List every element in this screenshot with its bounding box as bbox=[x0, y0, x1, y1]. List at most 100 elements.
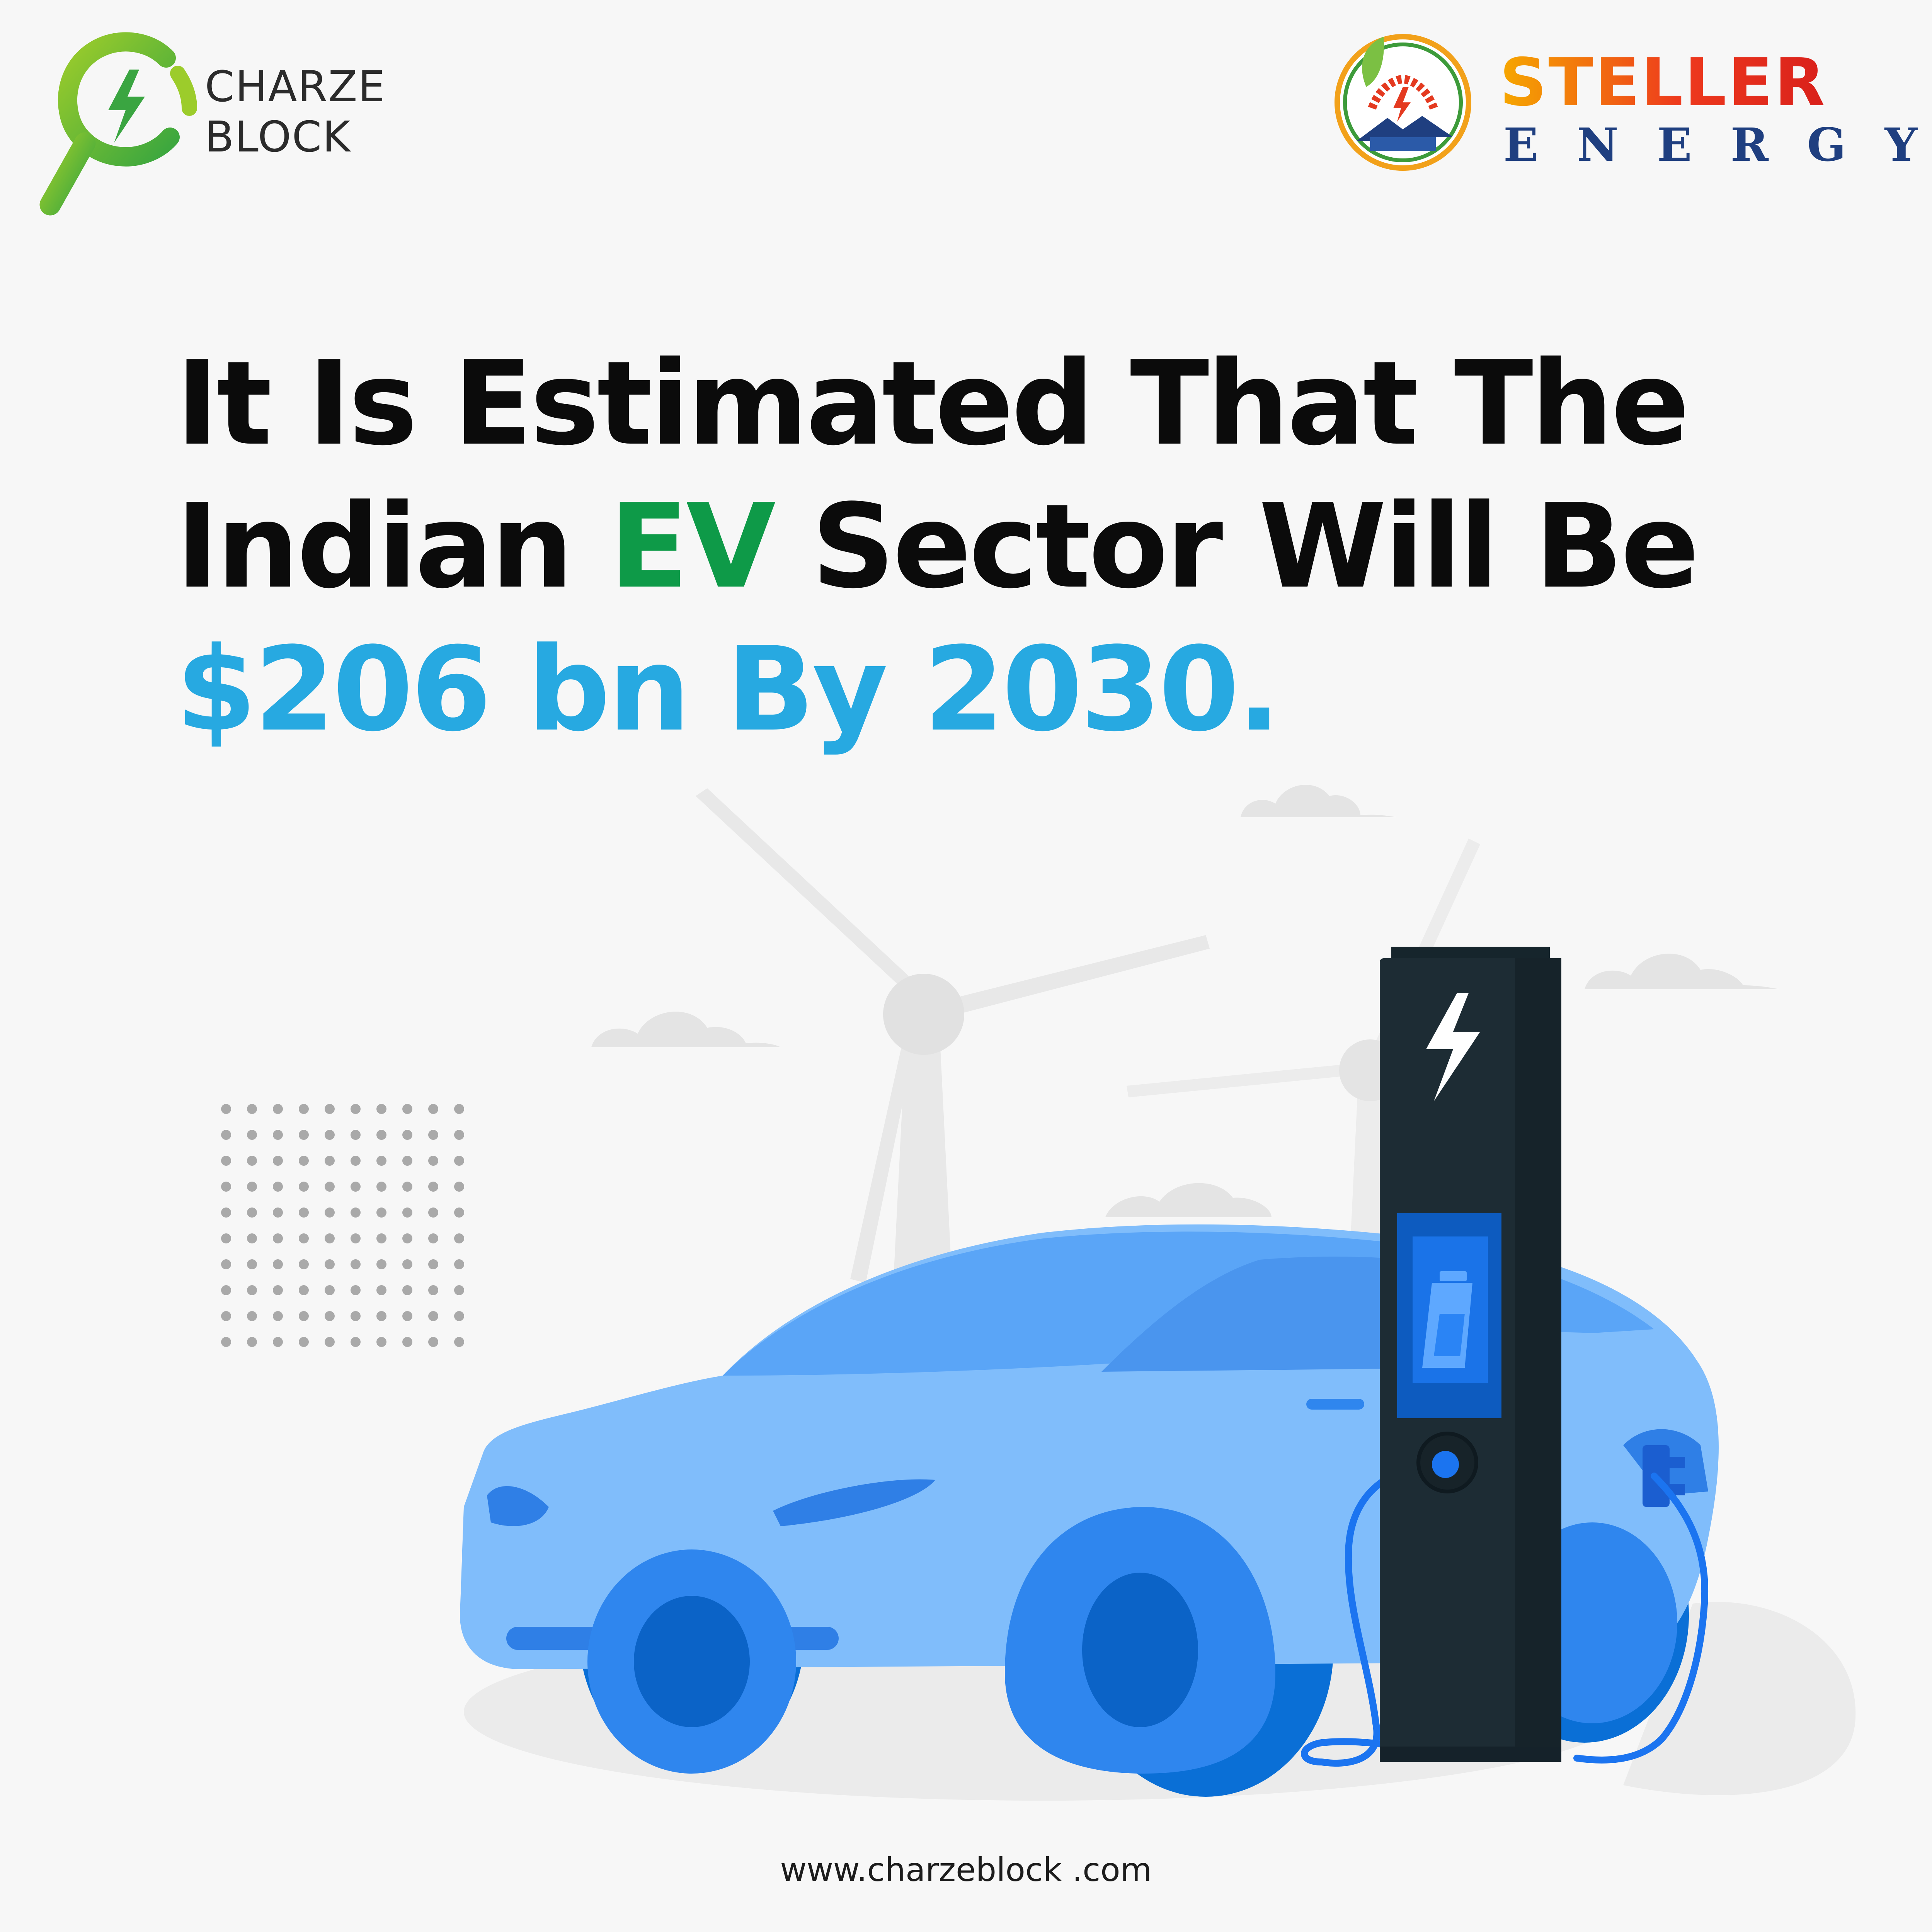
headline: It Is Estimated That The Indian EV Secto… bbox=[176, 332, 1760, 761]
grid-dot bbox=[402, 1311, 412, 1321]
grid-dot bbox=[351, 1156, 361, 1166]
grid-dot bbox=[273, 1104, 283, 1114]
cloud-icon bbox=[591, 1012, 781, 1047]
grid-dot bbox=[221, 1156, 231, 1166]
website-url[interactable]: www.charzeblock .com bbox=[780, 1851, 1152, 1889]
headline-value-line: $206 bn By 2030. bbox=[176, 622, 1281, 757]
grid-dot bbox=[325, 1130, 335, 1140]
grid-dot bbox=[273, 1337, 283, 1347]
grid-dot bbox=[454, 1156, 464, 1166]
grid-dot bbox=[325, 1311, 335, 1321]
grid-dot bbox=[247, 1233, 257, 1243]
brand-name-line-2: BLOCK bbox=[205, 112, 351, 162]
grid-dot bbox=[376, 1311, 386, 1321]
grid-dot bbox=[273, 1285, 283, 1295]
grid-dot bbox=[325, 1182, 335, 1192]
grid-dot bbox=[402, 1233, 412, 1243]
lightning-bolt-icon bbox=[1426, 993, 1480, 1101]
grid-dot bbox=[221, 1182, 231, 1192]
grid-dot bbox=[325, 1337, 335, 1347]
headline-line-1: It Is Estimated That The bbox=[176, 336, 1690, 471]
grid-dot bbox=[402, 1156, 412, 1166]
grid-dot bbox=[299, 1182, 309, 1192]
grid-dot bbox=[247, 1311, 257, 1321]
grid-dot bbox=[247, 1208, 257, 1218]
headline-line-2: Indian EV Sector Will Be bbox=[176, 475, 1760, 618]
grid-dot bbox=[247, 1337, 257, 1347]
grid-dot bbox=[247, 1156, 257, 1166]
grid-dot bbox=[454, 1130, 464, 1140]
grid-dot bbox=[454, 1285, 464, 1295]
grid-dot bbox=[376, 1130, 386, 1140]
grid-dot bbox=[428, 1182, 438, 1192]
grid-dot bbox=[402, 1208, 412, 1218]
grid-dot bbox=[299, 1104, 309, 1114]
grid-dot bbox=[221, 1208, 231, 1218]
grid-dot bbox=[376, 1104, 386, 1114]
grid-dot bbox=[402, 1259, 412, 1269]
steller-energy-logo: STELLER ENERGY bbox=[1329, 29, 1917, 176]
grid-dot bbox=[402, 1104, 412, 1114]
grid-dot bbox=[402, 1182, 412, 1192]
grid-dot bbox=[299, 1156, 309, 1166]
grid-dot bbox=[247, 1182, 257, 1192]
wind-turbine-icon bbox=[696, 788, 1210, 1333]
grid-dot bbox=[273, 1208, 283, 1218]
grid-dot bbox=[351, 1285, 361, 1295]
grid-dot bbox=[325, 1285, 335, 1295]
grid-dot bbox=[299, 1259, 309, 1269]
grid-dot bbox=[325, 1233, 335, 1243]
grid-dot bbox=[325, 1156, 335, 1166]
grid-dot bbox=[428, 1337, 438, 1347]
grid-dot bbox=[273, 1156, 283, 1166]
plug-icon bbox=[1432, 1451, 1459, 1478]
ev-highlight: EV bbox=[609, 479, 776, 614]
grid-dot bbox=[428, 1285, 438, 1295]
grid-dot bbox=[454, 1337, 464, 1347]
grid-dot bbox=[428, 1156, 438, 1166]
grid-dot bbox=[376, 1285, 386, 1295]
grid-dot bbox=[351, 1337, 361, 1347]
grid-dot bbox=[221, 1285, 231, 1295]
grid-dot bbox=[454, 1208, 464, 1218]
battery-icon bbox=[1422, 1271, 1472, 1368]
brand-name-steller: STELLER bbox=[1500, 44, 1827, 121]
charging-cable bbox=[1301, 1461, 1708, 1767]
grid-dot bbox=[247, 1130, 257, 1140]
grid-dot bbox=[325, 1259, 335, 1269]
cloud-icon bbox=[1105, 1183, 1272, 1217]
grid-dot bbox=[221, 1259, 231, 1269]
grid-dot bbox=[351, 1311, 361, 1321]
grid-dot bbox=[221, 1337, 231, 1347]
grid-dot bbox=[428, 1130, 438, 1140]
grid-dot bbox=[247, 1285, 257, 1295]
headline-line-2-end: Sector Will Be bbox=[773, 479, 1699, 614]
magnifier-bolt-icon bbox=[39, 32, 197, 216]
grid-dot bbox=[376, 1233, 386, 1243]
charging-station bbox=[1380, 947, 1561, 1762]
grid-dot bbox=[247, 1259, 257, 1269]
grid-dot bbox=[402, 1337, 412, 1347]
headline-line-2-start: Indian bbox=[176, 479, 609, 614]
grid-dot bbox=[376, 1182, 386, 1192]
grid-dot bbox=[325, 1208, 335, 1218]
grid-dot bbox=[428, 1104, 438, 1114]
grid-dot bbox=[428, 1233, 438, 1243]
grid-dot bbox=[402, 1285, 412, 1295]
grid-dot bbox=[454, 1104, 464, 1114]
brand-name-energy: ENERGY bbox=[1503, 118, 1932, 172]
grid-dot bbox=[273, 1233, 283, 1243]
grid-dot bbox=[402, 1130, 412, 1140]
grid-dot bbox=[299, 1311, 309, 1321]
grid-dot bbox=[351, 1182, 361, 1192]
charzeblock-logo: CHARZE BLOCK bbox=[39, 27, 425, 228]
grid-dot bbox=[376, 1337, 386, 1347]
grid-dot bbox=[376, 1156, 386, 1166]
cloud-icon bbox=[1585, 954, 1780, 989]
grid-dot bbox=[299, 1233, 309, 1243]
grid-dot bbox=[376, 1208, 386, 1218]
grid-dot bbox=[428, 1259, 438, 1269]
grid-dot bbox=[351, 1130, 361, 1140]
grid-dot bbox=[454, 1311, 464, 1321]
